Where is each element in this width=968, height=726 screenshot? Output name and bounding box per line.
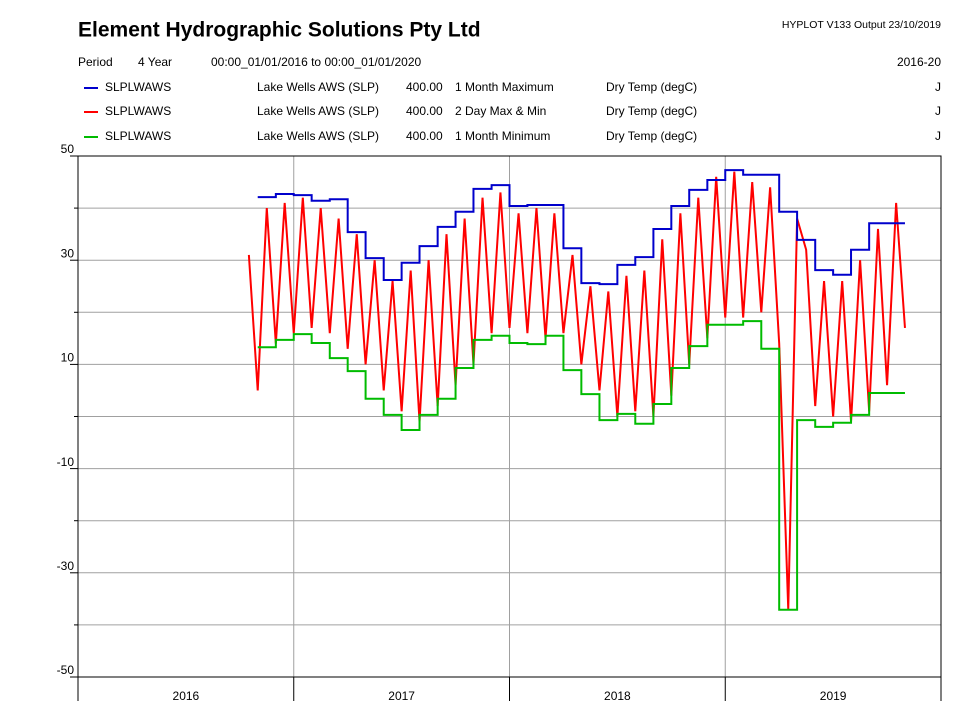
legend-quality: J: [935, 80, 941, 94]
legend-site: Lake Wells AWS (SLP): [257, 104, 379, 118]
legend-quality: J: [935, 129, 941, 143]
legend-variable: Dry Temp (degC): [606, 80, 697, 94]
x-tick-label: 2019: [820, 689, 847, 703]
period: 4 Year: [138, 55, 172, 69]
legend-code: 400.00: [406, 129, 443, 143]
legend-description: 1 Month Maximum: [455, 80, 554, 94]
chart-title: Element Hydrographic Solutions Pty Ltd: [78, 19, 481, 42]
x-tick-label: 2018: [604, 689, 631, 703]
data-line: [247, 171, 906, 610]
legend-code: 400.00: [406, 104, 443, 118]
legend-quality: J: [935, 104, 941, 118]
y-tick-label: -30: [57, 559, 75, 573]
program-info: HYPLOT V133 Output 23/10/2019: [782, 19, 941, 31]
date-range: 00:00_01/01/2016 to 00:00_01/01/2020: [211, 55, 422, 69]
y-tick-label: 10: [61, 351, 75, 365]
period-label: Period: [78, 55, 113, 69]
step-line: [257, 169, 905, 286]
legend-description: 2 Day Max & Min: [455, 104, 546, 118]
x-tick-label: 2016: [173, 689, 200, 703]
y-tick-label: 30: [61, 246, 75, 260]
legend-site: Lake Wells AWS (SLP): [257, 80, 379, 94]
legend-site: Lake Wells AWS (SLP): [257, 129, 379, 143]
x-tick-label: 2017: [388, 689, 415, 703]
legend-name: SLPLWAWS: [105, 104, 171, 118]
y-tick-label: 50: [61, 142, 75, 156]
y-tick-label: -50: [57, 663, 75, 677]
legend-name: SLPLWAWS: [105, 129, 171, 143]
legend-name: SLPLWAWS: [105, 80, 171, 94]
legend-variable: Dry Temp (degC): [606, 104, 697, 118]
legend-description: 1 Month Minimum: [455, 129, 550, 143]
legend-variable: Dry Temp (degC): [606, 129, 697, 143]
y-tick-label: -10: [57, 455, 75, 469]
legend-code: 400.00: [406, 80, 443, 94]
years: 2016-20: [897, 55, 941, 69]
step-line: [257, 320, 905, 611]
